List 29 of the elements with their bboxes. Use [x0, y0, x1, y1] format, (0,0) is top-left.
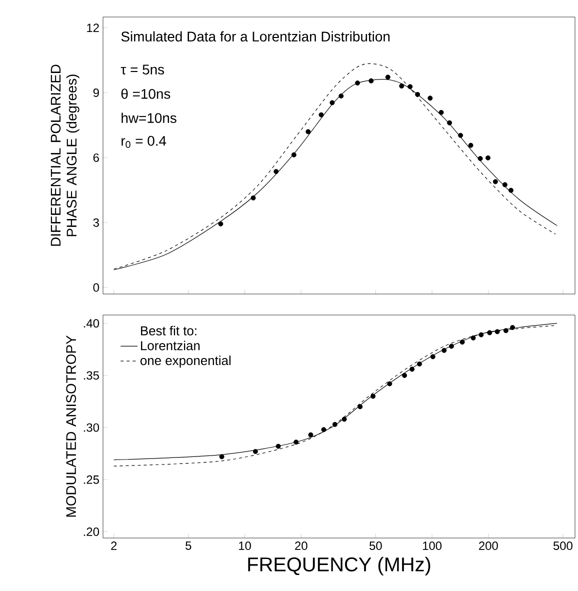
y-axis-title: MODULATED ANISOTROPY [66, 335, 76, 517]
legend-title: Best fit to: [141, 326, 196, 336]
text: Simulated Data for a Lorentzian Distribution [121, 31, 390, 42]
annotation: τ = 5ns [120, 64, 164, 75]
y-tick-label: .20 [84, 528, 100, 536]
y-tick-label: .40 [84, 319, 100, 328]
y-tick-label: 0 [93, 283, 100, 292]
y-tick-label: .30 [84, 423, 100, 432]
y-axis-title: DIFFERENTIAL POLARIZED PHASE ANGLE (degrees) [50, 64, 80, 246]
legend-label: Lorentzian [141, 340, 200, 350]
x-tick-label: 2 [111, 542, 117, 550]
y-tick-label: 3 [93, 218, 99, 227]
annotation: hw=10ns [122, 112, 176, 123]
x-tick-label: 20 [295, 542, 308, 550]
y-tick-label: .35 [84, 371, 99, 380]
annotation: θ =10ns [121, 88, 170, 99]
x-tick-label: 10 [239, 542, 251, 550]
x-tick-label: 50 [370, 542, 382, 550]
x-axis-title: FREQUENCY (MHz) [248, 556, 430, 576]
x-tick-label: 100 [422, 542, 442, 550]
x-tick-label: 500 [553, 542, 572, 550]
y-tick-label: 9 [93, 88, 99, 97]
annotation: r$_{0}$ = 0.4 [122, 136, 166, 148]
legend-label: one exponential [140, 356, 231, 368]
y-tick-label: .25 [84, 475, 99, 484]
y-tick-label: 6 [93, 153, 99, 162]
x-tick-label: 5 [186, 542, 192, 550]
x-tick-label: 200 [479, 542, 498, 550]
y-tick-label: 12 [87, 24, 99, 32]
